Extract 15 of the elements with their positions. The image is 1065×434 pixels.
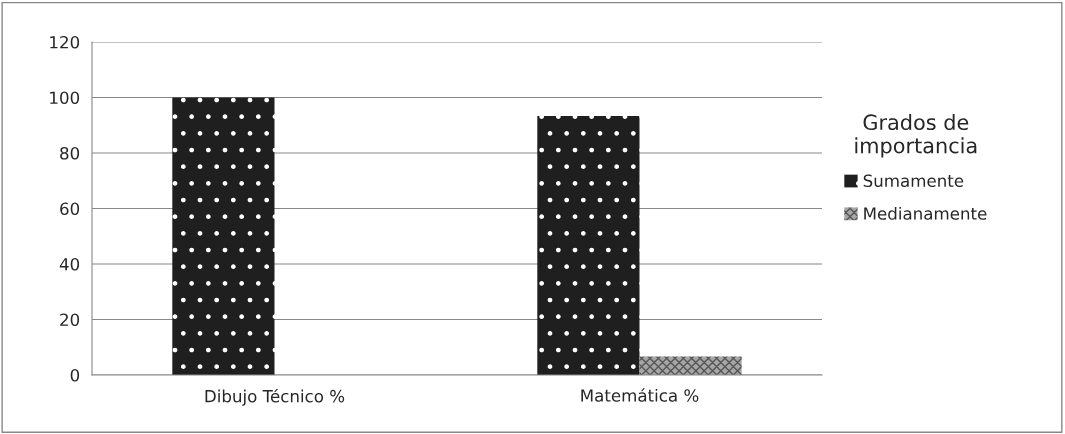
bar (172, 97, 275, 375)
y-tick-label: 20 (60, 313, 80, 327)
y-tick-label: 0 (70, 368, 80, 382)
legend-label: Sumamente (863, 174, 964, 188)
bar (639, 356, 742, 375)
y-tick-label: 100 (50, 91, 80, 105)
y-tick-label: 40 (59, 257, 80, 271)
bar (537, 116, 640, 375)
y-tick-label: 60 (60, 202, 80, 216)
y-tick-label: 120 (50, 35, 80, 49)
legend-label: Medianamente (864, 206, 987, 220)
x-tick-label: Dibujo Técnico % (205, 388, 345, 406)
legend-title: Grados de importancia (855, 114, 977, 158)
x-tick-label: Matemática % (581, 388, 699, 402)
y-tick-label: 80 (60, 146, 80, 160)
